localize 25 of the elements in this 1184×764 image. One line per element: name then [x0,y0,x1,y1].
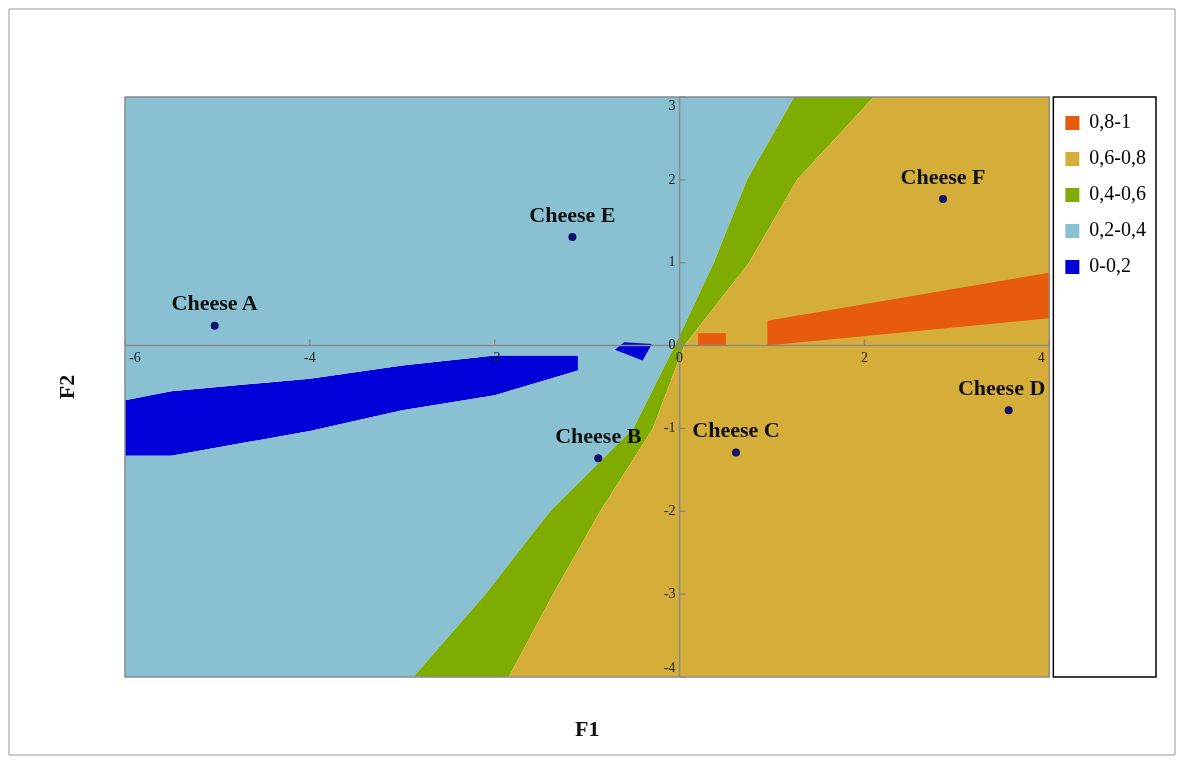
y-tick-label: 3 [668,97,676,113]
x-axis-title: F1 [574,715,600,741]
legend-label: 0,4-0,6 [1089,182,1147,205]
annotation: Cheese A [171,290,258,316]
x-tick-label: -6 [129,350,141,366]
annotation: Cheese E [529,201,616,227]
annotation: Cheese B [555,422,642,448]
y-tick-label: -3 [663,585,676,601]
y-axis-title: F2 [53,374,79,400]
legend-label: 0,2-0,4 [1089,218,1147,241]
y-tick-label: 1 [668,254,676,270]
y-tick-label: -2 [663,502,676,518]
legend-label: 0,8-1 [1089,110,1132,133]
annotation: Cheese F [900,163,986,189]
y-tick-label: 0 [668,337,676,353]
y-tick-label: 2 [668,171,676,187]
legend-label: 0-0,2 [1089,254,1132,277]
annotation: Cheese C [692,417,780,443]
legend-label: 0,6-0,8 [1089,146,1147,169]
x-tick-label: 2 [860,350,868,366]
x-tick-label: -4 [304,350,316,366]
x-tick-label: 4 [1037,350,1045,366]
y-tick-label: -1 [663,420,676,436]
y-tick-label: -4 [663,659,676,675]
annotation: Cheese D [957,374,1046,400]
